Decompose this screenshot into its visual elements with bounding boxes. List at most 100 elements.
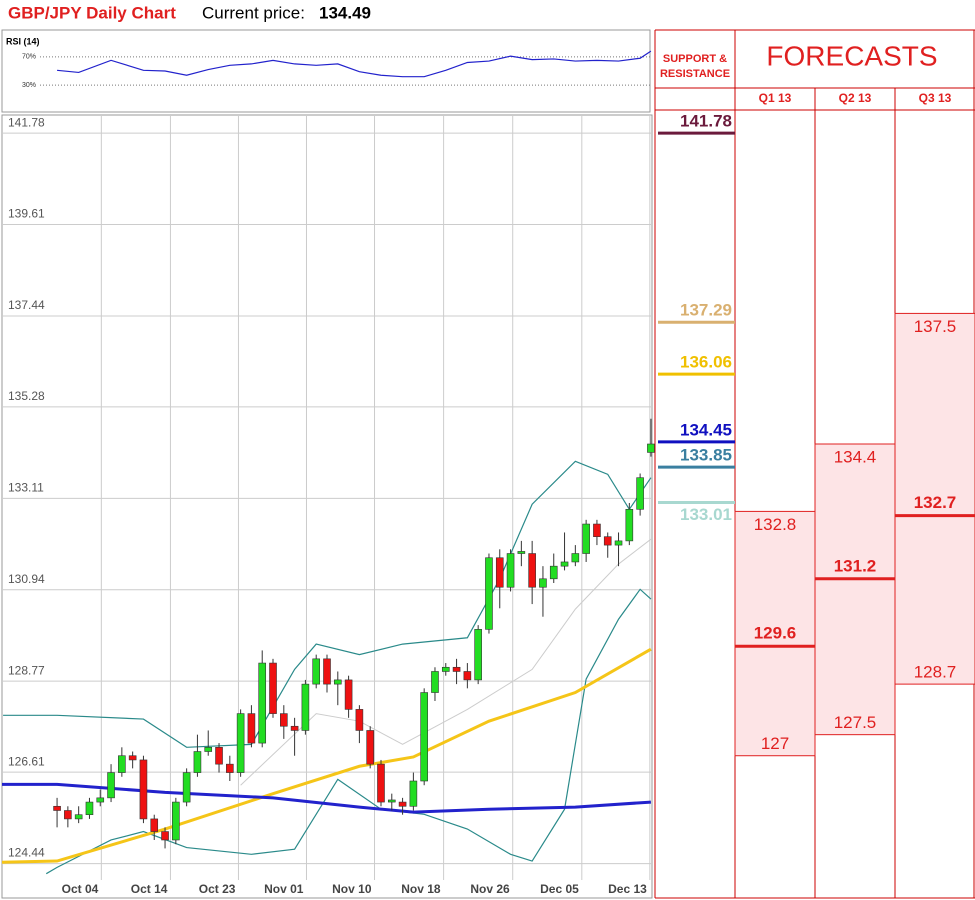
y-tick-label: 124.44 — [8, 846, 45, 860]
y-tick-label: 126.61 — [8, 754, 45, 768]
candle-body — [161, 831, 169, 841]
x-tick-label: Dec 13 — [608, 882, 647, 896]
y-tick-label: 130.94 — [8, 572, 45, 586]
x-tick-label: Oct 04 — [62, 882, 99, 896]
candle-body — [463, 671, 472, 681]
candle-body — [355, 709, 364, 731]
forecast-high: 137.5 — [914, 317, 957, 336]
level-label: 137.29 — [680, 301, 732, 320]
candle-body — [107, 772, 115, 799]
forecast-range — [814, 443, 896, 736]
candle-body — [333, 679, 342, 685]
candle-body — [312, 658, 321, 685]
indicator-line — [45, 588, 652, 875]
indicator-line — [3, 460, 652, 748]
candle-body — [290, 725, 299, 731]
forecast-range — [894, 312, 975, 685]
candle-body — [441, 666, 450, 672]
y-tick-label: 30% — [22, 82, 36, 89]
candle-body — [64, 810, 72, 820]
candle-body — [269, 662, 277, 714]
y-tick-label: 133.11 — [8, 481, 44, 495]
candle-body — [377, 763, 385, 803]
candle-body — [528, 553, 536, 588]
forecast-low: 128.7 — [914, 663, 957, 682]
candle-body — [506, 553, 515, 588]
y-tick-label: 139.61 — [8, 207, 45, 221]
candle-body — [625, 508, 634, 542]
candle-body — [215, 747, 223, 765]
candle-body — [172, 801, 180, 841]
candle-body — [420, 692, 428, 782]
candle-body — [118, 755, 126, 773]
level-label: 134.45 — [680, 420, 732, 439]
candle-body — [226, 763, 234, 773]
rsi-frame — [1, 29, 651, 113]
rsi-line — [57, 50, 652, 78]
candle-body — [452, 666, 461, 672]
candle-body — [128, 755, 137, 761]
candle-body — [96, 797, 105, 803]
y-tick-label: 70% — [22, 54, 36, 61]
level-label: 136.06 — [680, 353, 732, 372]
candle-body — [344, 679, 353, 710]
y-tick-label: 135.28 — [8, 389, 45, 403]
support-resistance-title: SUPPORT & RESISTANCE — [659, 53, 731, 80]
price-label: Current price: — [202, 3, 305, 22]
x-tick-label: Oct 23 — [199, 882, 236, 896]
candle-body — [387, 799, 396, 803]
forecast-mid-label: 131.2 — [834, 556, 877, 575]
level-label: 133.85 — [680, 446, 732, 465]
candle-body — [647, 443, 655, 453]
candle-body — [495, 557, 504, 588]
candle-body — [85, 801, 94, 816]
forecast-low: 127 — [761, 734, 789, 753]
candle-body — [204, 747, 213, 752]
y-tick-label: 137.44 — [8, 298, 45, 312]
level-label: 141.78 — [680, 112, 732, 131]
candle-body — [560, 561, 569, 567]
candle-body — [603, 536, 612, 546]
forecast-low: 127.5 — [834, 713, 877, 732]
candle-body — [280, 713, 288, 727]
forecast-range — [734, 510, 816, 757]
quarter-label: Q1 13 — [759, 91, 792, 105]
candle-body — [398, 801, 407, 807]
forecast-high: 134.4 — [834, 447, 877, 466]
candle-body — [150, 818, 159, 832]
x-tick-label: Nov 10 — [332, 882, 372, 896]
chart-title: GBP/JPY Daily Chart — [8, 3, 176, 22]
candle-body — [549, 565, 558, 580]
candle-body — [193, 751, 202, 773]
x-tick-label: Dec 05 — [540, 882, 579, 896]
price-value: 134.49 — [319, 3, 371, 22]
candle-body — [301, 683, 310, 731]
y-tick-label: 128.77 — [8, 663, 45, 677]
candle-body — [539, 578, 547, 588]
forecasts-title: FORECASTS — [766, 40, 937, 71]
candle-body — [182, 772, 191, 803]
candle-body — [74, 814, 83, 820]
candle-body — [517, 551, 526, 554]
x-tick-label: Oct 14 — [131, 882, 168, 896]
candle-body — [139, 759, 148, 820]
candle-body — [236, 713, 245, 773]
quarter-label: Q2 13 — [839, 91, 872, 105]
candle-body — [614, 540, 623, 546]
indicator-line — [240, 538, 652, 786]
forecast-high: 132.8 — [754, 515, 797, 534]
candle-body — [366, 730, 374, 765]
candle-body — [485, 557, 493, 630]
candle-body — [593, 523, 601, 537]
candle-body — [431, 671, 439, 693]
indicator-line — [1, 647, 652, 864]
candle-body — [247, 713, 256, 744]
x-tick-label: Nov 01 — [264, 882, 304, 896]
candle-body — [474, 629, 482, 681]
candle-body — [409, 780, 418, 807]
candle-body — [636, 477, 644, 510]
forecast-mid-label: 132.7 — [914, 493, 957, 512]
level-label: 133.01 — [680, 505, 732, 524]
